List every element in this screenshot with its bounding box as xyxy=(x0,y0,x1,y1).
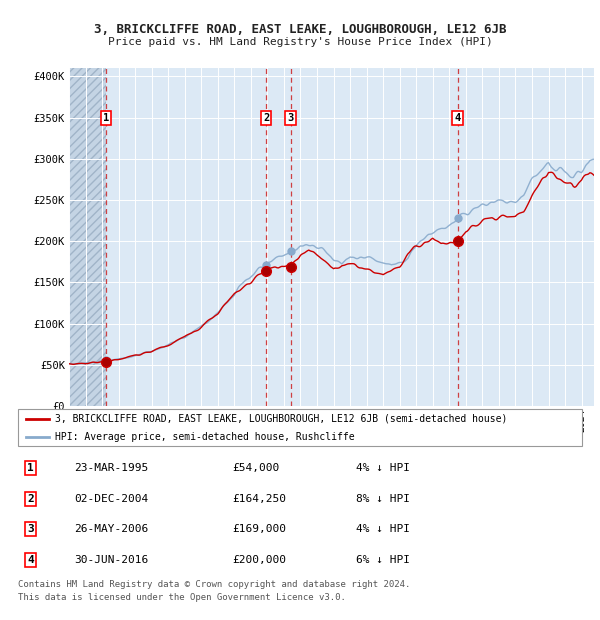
Text: Contains HM Land Registry data © Crown copyright and database right 2024.: Contains HM Land Registry data © Crown c… xyxy=(18,580,410,588)
Text: £169,000: £169,000 xyxy=(232,525,286,534)
Text: 6% ↓ HPI: 6% ↓ HPI xyxy=(356,555,410,565)
Text: 30-JUN-2016: 30-JUN-2016 xyxy=(74,555,149,565)
Text: This data is licensed under the Open Government Licence v3.0.: This data is licensed under the Open Gov… xyxy=(18,593,346,602)
Text: 4: 4 xyxy=(27,555,34,565)
Text: £54,000: £54,000 xyxy=(232,463,280,473)
Text: 26-MAY-2006: 26-MAY-2006 xyxy=(74,525,149,534)
Text: 2: 2 xyxy=(27,494,34,503)
Text: £164,250: £164,250 xyxy=(232,494,286,503)
Text: 4% ↓ HPI: 4% ↓ HPI xyxy=(356,525,410,534)
Text: 3, BRICKCLIFFE ROAD, EAST LEAKE, LOUGHBOROUGH, LE12 6JB: 3, BRICKCLIFFE ROAD, EAST LEAKE, LOUGHBO… xyxy=(94,24,506,36)
Text: 1: 1 xyxy=(27,463,34,473)
Text: 8% ↓ HPI: 8% ↓ HPI xyxy=(356,494,410,503)
Text: 3: 3 xyxy=(27,525,34,534)
Text: 3: 3 xyxy=(287,113,293,123)
Text: Price paid vs. HM Land Registry's House Price Index (HPI): Price paid vs. HM Land Registry's House … xyxy=(107,37,493,47)
Text: 4% ↓ HPI: 4% ↓ HPI xyxy=(356,463,410,473)
Text: 2: 2 xyxy=(263,113,269,123)
Text: £200,000: £200,000 xyxy=(232,555,286,565)
Text: 4: 4 xyxy=(454,113,461,123)
Text: 1: 1 xyxy=(103,113,109,123)
Text: 3, BRICKCLIFFE ROAD, EAST LEAKE, LOUGHBOROUGH, LE12 6JB (semi-detached house): 3, BRICKCLIFFE ROAD, EAST LEAKE, LOUGHBO… xyxy=(55,414,507,423)
FancyBboxPatch shape xyxy=(18,409,582,446)
Text: HPI: Average price, semi-detached house, Rushcliffe: HPI: Average price, semi-detached house,… xyxy=(55,432,354,442)
Text: 23-MAR-1995: 23-MAR-1995 xyxy=(74,463,149,473)
Text: 02-DEC-2004: 02-DEC-2004 xyxy=(74,494,149,503)
